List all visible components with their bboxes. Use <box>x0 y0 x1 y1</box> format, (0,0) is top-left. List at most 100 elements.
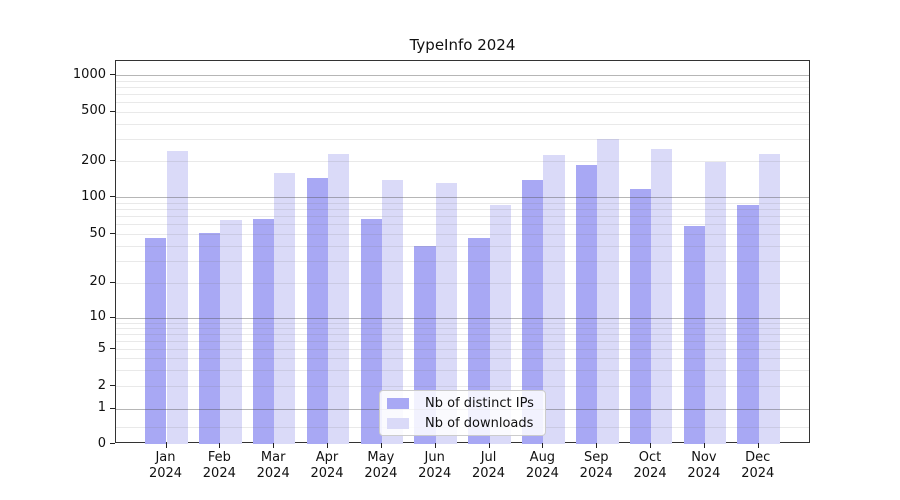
x-tick-month: May <box>367 450 395 466</box>
gridline-minor <box>116 327 809 329</box>
x-tick-label: May 2024 <box>349 450 413 482</box>
x-tick-year: 2024 <box>579 466 613 482</box>
y-tick-mark <box>110 110 115 112</box>
bar-mar-downloads <box>274 172 296 445</box>
x-tick-mark <box>434 443 436 449</box>
x-tick-label: Dec 2024 <box>726 450 790 482</box>
bar-oct-distinct-ips <box>629 188 652 445</box>
x-tick-label: Sep 2024 <box>564 450 628 482</box>
y-tick-label: 200 <box>81 152 106 168</box>
x-tick-month: Oct <box>638 450 662 466</box>
x-tick-label: Jul 2024 <box>457 450 521 482</box>
plot-area: Nb of distinct IPs Nb of downloads <box>115 60 810 445</box>
x-tick-month: Feb <box>207 450 231 466</box>
bar-may-downloads <box>381 179 404 445</box>
x-tick-year: 2024 <box>525 466 559 482</box>
x-tick-mark <box>219 443 221 449</box>
x-tick-mark <box>650 443 652 449</box>
bar-sep-distinct-ips <box>575 165 598 445</box>
x-tick-mark <box>380 443 382 449</box>
x-tick-year: 2024 <box>633 466 667 482</box>
x-tick-year: 2024 <box>687 466 721 482</box>
x-tick-mark <box>703 443 705 449</box>
gridline-minor <box>116 333 809 335</box>
bar-mar-distinct-ips <box>252 218 275 445</box>
y-tick-mark <box>110 233 115 235</box>
x-tick-label: Jun 2024 <box>403 450 467 482</box>
legend-label-downloads: Nb of downloads <box>425 415 534 431</box>
y-tick-mark <box>110 348 115 350</box>
legend-item-distinct-ips: Nb of distinct IPs <box>387 396 537 411</box>
y-tick-mark <box>110 196 115 197</box>
gridline-minor <box>116 161 809 162</box>
bar-dec-downloads <box>758 153 781 445</box>
y-tick-label: 20 <box>89 274 106 290</box>
bar-nov-distinct-ips <box>683 226 705 445</box>
legend: Nb of distinct IPs Nb of downloads <box>379 390 546 436</box>
x-tick-mark <box>757 443 759 449</box>
gridline-minor <box>116 261 809 263</box>
y-tick-label: 500 <box>81 103 106 119</box>
x-tick-year: 2024 <box>471 466 506 482</box>
gridline-minor <box>116 224 809 226</box>
y-tick-mark <box>110 74 115 75</box>
x-tick-month: Apr <box>315 450 339 466</box>
y-tick-label: 2 <box>97 377 106 393</box>
x-tick-mark <box>165 443 167 449</box>
y-tick-mark <box>110 407 115 409</box>
gridline-minor <box>116 80 809 82</box>
x-tick-label: Aug 2024 <box>510 450 574 482</box>
x-tick-year: 2024 <box>741 466 775 482</box>
gridline-minor <box>116 123 809 125</box>
x-tick-label: Mar 2024 <box>241 450 305 482</box>
y-tick-label: 1000 <box>72 66 106 82</box>
gridline-minor <box>116 234 809 236</box>
bar-nov-downloads <box>704 161 727 445</box>
gridline-major <box>116 197 809 198</box>
bar-sep-downloads <box>597 139 619 445</box>
x-tick-year: 2024 <box>364 466 398 482</box>
gridline-minor <box>116 102 809 104</box>
gridline-minor <box>116 139 809 141</box>
x-tick-mark <box>488 443 490 449</box>
x-tick-mark <box>542 443 544 449</box>
bar-jul-downloads <box>489 205 511 445</box>
y-tick-label: 10 <box>89 309 106 325</box>
gridline-minor <box>116 358 809 360</box>
y-tick-mark <box>110 281 115 283</box>
x-tick-month: Aug <box>529 450 556 466</box>
y-tick-label: 5 <box>97 340 106 356</box>
bar-jun-downloads <box>435 182 457 445</box>
x-tick-label: Oct 2024 <box>618 450 682 482</box>
x-tick-year: 2024 <box>256 466 290 482</box>
x-tick-month: Nov <box>691 450 717 466</box>
legend-label-distinct-ips: Nb of distinct IPs <box>425 395 534 411</box>
x-tick-month: Dec <box>745 450 771 466</box>
gridline-minor <box>116 386 809 387</box>
bar-apr-downloads <box>328 154 350 445</box>
bar-aug-downloads <box>543 155 565 445</box>
gridline-major <box>116 317 809 319</box>
y-tick-label: 50 <box>89 225 106 241</box>
grid-layer <box>116 61 809 442</box>
x-tick-label: Apr 2024 <box>295 450 359 482</box>
x-tick-label: Feb 2024 <box>187 450 251 482</box>
gridline-minor <box>116 340 809 342</box>
y-tick-mark <box>110 443 115 445</box>
bar-feb-downloads <box>220 220 242 445</box>
gridline-minor <box>116 246 809 248</box>
bar-jan-distinct-ips <box>145 237 167 445</box>
x-tick-mark <box>327 443 329 449</box>
x-tick-mark <box>273 443 275 449</box>
x-tick-year: 2024 <box>418 466 452 482</box>
gridline-minor <box>116 369 809 371</box>
x-tick-month: Jun <box>424 450 445 466</box>
bar-feb-distinct-ips <box>199 233 221 445</box>
gridline-minor <box>116 209 809 210</box>
x-tick-month: Jul <box>480 450 497 466</box>
x-tick-label: Jan 2024 <box>134 450 198 482</box>
gridline-minor <box>116 111 809 113</box>
gridline-major <box>116 75 809 76</box>
y-tick-mark <box>110 316 115 318</box>
